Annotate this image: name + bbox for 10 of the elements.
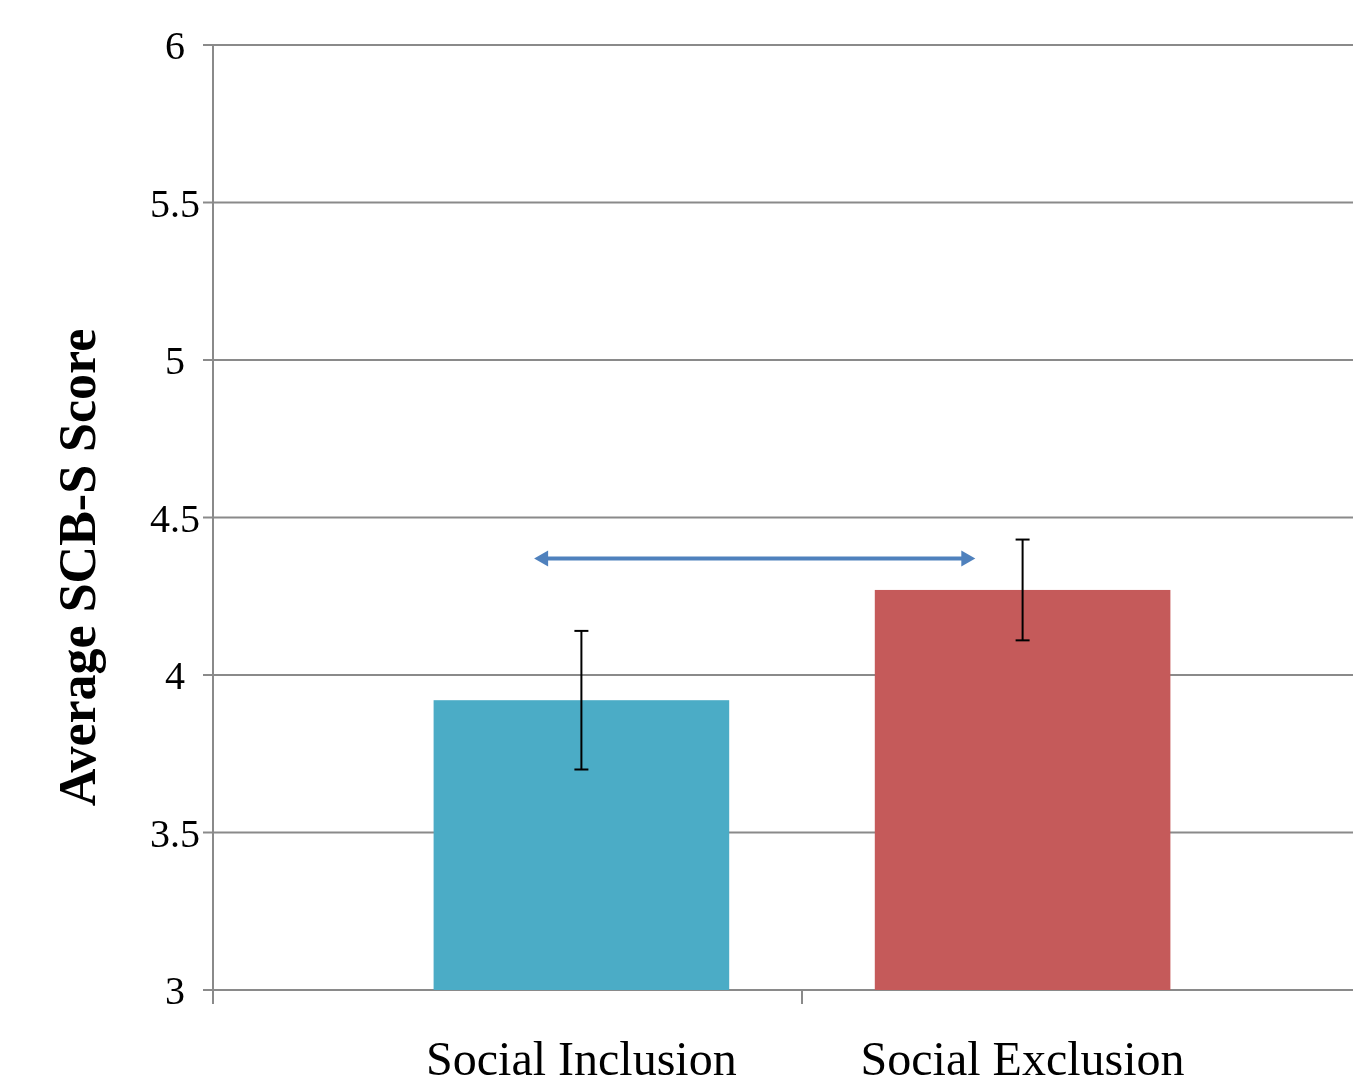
y-tick-label: 3 bbox=[165, 968, 185, 1013]
y-tick-label: 5 bbox=[165, 338, 185, 383]
x-tick-label: Social Inclusion bbox=[426, 1032, 737, 1085]
y-tick-label: 3.5 bbox=[150, 810, 200, 856]
y-axis-title: Average SCB-S Score bbox=[49, 328, 106, 807]
y-tick-label: 6 bbox=[165, 23, 185, 68]
y-tick-label: 4 bbox=[165, 653, 185, 698]
y-tick-label: 4.5 bbox=[150, 495, 200, 541]
y-tick-label: 5.5 bbox=[150, 180, 200, 226]
x-tick-label: Social Exclusion bbox=[860, 1032, 1185, 1085]
